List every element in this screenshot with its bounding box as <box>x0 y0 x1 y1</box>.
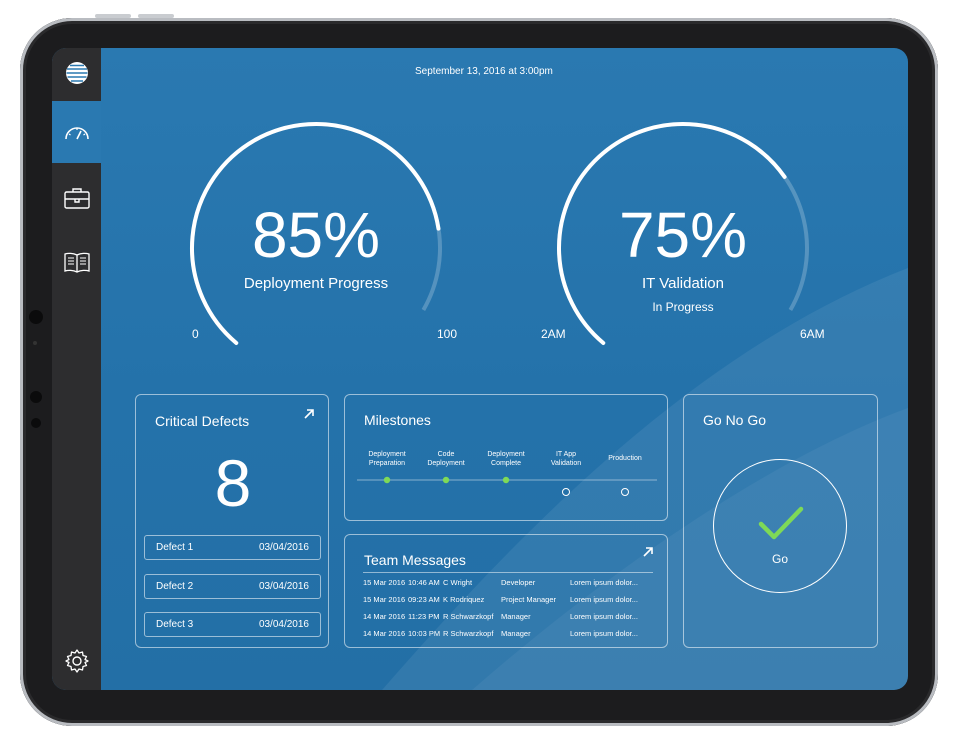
milestone-label: Production <box>608 455 642 462</box>
message-time: 09:23 AM <box>408 595 440 604</box>
message-date: 14 Mar 2016 <box>363 629 406 638</box>
gauge-2-sublabel: In Progress <box>652 300 714 314</box>
message-sender: C Wright <box>443 578 473 587</box>
message-text: Lorem ipsum dolor... <box>570 595 638 604</box>
defect-name: Defect 2 <box>156 581 194 592</box>
gauge-fill-arc <box>557 122 787 345</box>
milestone-track <box>357 476 657 496</box>
gauge-1-max-label: 100 <box>437 327 458 341</box>
milestone-label: Code Deployment <box>427 451 465 467</box>
defect-row[interactable]: Defect 1 03/04/2016 <box>144 535 321 560</box>
message-date: 14 Mar 2016 <box>363 612 406 621</box>
camera-lens <box>29 310 43 324</box>
volume-button-top <box>95 14 131 18</box>
message-role: Project Manager <box>501 595 557 604</box>
go-no-go-title: Go No Go <box>703 412 767 428</box>
message-row[interactable]: 14 Mar 2016 10:03 PM R Schwarzkopf Manag… <box>363 629 653 643</box>
sensor-dot-3 <box>31 418 41 428</box>
expand-arrow-icon[interactable] <box>302 407 316 421</box>
milestone-label: IT App Validation <box>550 451 582 467</box>
message-row[interactable]: 15 Mar 2016 10:46 AM C Wright Developer … <box>363 578 653 592</box>
message-text: Lorem ipsum dolor... <box>570 578 638 587</box>
message-row[interactable]: 14 Mar 2016 11:23 PM R Schwarzkopf Manag… <box>363 612 653 626</box>
volume-button-top-2 <box>138 14 174 18</box>
milestone-dot-done <box>383 476 391 484</box>
message-row[interactable]: 15 Mar 2016 09:23 AM K Rodriquez Project… <box>363 595 653 609</box>
gauge-1-label: Deployment Progress <box>243 275 389 292</box>
critical-defects-title: Critical Defects <box>155 413 250 429</box>
gauge-1-min-label: 0 <box>192 327 199 341</box>
message-time: 10:46 AM <box>408 578 440 587</box>
milestones-card[interactable]: Milestones Deployment Preparation Code Dep… <box>344 394 668 521</box>
gauge-2-max-label: 6AM <box>800 327 825 341</box>
message-role: Manager <box>501 612 531 621</box>
message-role: Developer <box>501 578 536 587</box>
timestamp: September 13, 2016 at 3:00pm <box>415 66 553 77</box>
go-status-circle: Go <box>713 459 847 593</box>
message-sender: R Schwarzkopf <box>443 612 494 621</box>
milestone-dot-pending <box>621 488 629 496</box>
go-no-go-card[interactable]: Go No Go Go <box>683 394 878 648</box>
gauges-canvas <box>190 122 809 345</box>
go-status-label: Go <box>771 552 788 566</box>
sidebar-item-dashboard[interactable] <box>52 101 101 163</box>
gauge-deployment-progress <box>190 122 442 345</box>
defect-date: 03/04/2016 <box>258 542 309 553</box>
sidebar-item-docs[interactable] <box>52 232 101 292</box>
gear-icon <box>64 649 89 673</box>
briefcase-icon <box>63 188 90 209</box>
message-role: Manager <box>501 629 531 638</box>
gauge-it-validation <box>557 122 809 345</box>
sensor-dot <box>33 341 37 345</box>
team-messages-title: Team Messages <box>364 552 466 568</box>
message-date: 15 Mar 2016 <box>363 595 406 604</box>
defect-row[interactable]: Defect 3 03/04/2016 <box>144 612 321 637</box>
message-sender: R Schwarzkopf <box>443 629 494 638</box>
milestone-dot-pending <box>562 488 570 496</box>
sidebar <box>52 48 101 690</box>
message-sender: K Rodriquez <box>443 595 485 604</box>
message-text: Lorem ipsum dolor... <box>570 612 638 621</box>
defect-date: 03/04/2016 <box>258 619 309 630</box>
milestone-label: Deployment Complete <box>487 451 525 467</box>
book-icon <box>63 252 90 273</box>
app-screen: September 13, 2016 at 3:00pm 85% Deploym… <box>52 48 908 690</box>
gauge-1-value: 85% <box>251 199 381 271</box>
gauge-fill-arc <box>190 122 441 345</box>
expand-arrow-icon[interactable] <box>641 545 655 559</box>
critical-defects-card[interactable]: Critical Defects 8 Defect 1 03/04/2016 D… <box>135 394 329 648</box>
defect-name: Defect 3 <box>156 619 194 630</box>
gauge-icon <box>64 127 89 140</box>
sidebar-item-logo[interactable] <box>52 48 101 98</box>
message-time: 11:23 PM <box>408 612 440 621</box>
message-date: 15 Mar 2016 <box>363 578 406 587</box>
defect-name: Defect 1 <box>156 542 194 553</box>
milestone-dot-done <box>442 476 450 484</box>
message-time: 10:03 PM <box>408 629 441 638</box>
message-text: Lorem ipsum dolor... <box>570 629 638 638</box>
defect-date: 03/04/2016 <box>258 581 309 592</box>
gauge-2-label: IT Validation <box>642 275 724 292</box>
sidebar-item-settings[interactable] <box>52 636 101 686</box>
defect-row[interactable]: Defect 2 03/04/2016 <box>144 574 321 599</box>
sensor-dot-2 <box>30 391 42 403</box>
team-messages-divider <box>363 572 653 573</box>
gauge-2-min-label: 2AM <box>541 327 566 341</box>
milestone-dot-done <box>502 476 510 484</box>
milestone-label: Deployment Preparation <box>368 451 406 467</box>
checkmark-icon <box>758 506 804 540</box>
sidebar-item-projects[interactable] <box>52 168 101 228</box>
critical-defects-count: 8 <box>214 446 252 520</box>
globe-logo-icon <box>65 62 88 84</box>
team-messages-card[interactable]: Team Messages 15 Mar 2016 10:46 AM C Wri… <box>344 534 668 648</box>
gauge-2-value: 75% <box>618 199 748 271</box>
milestones-title: Milestones <box>364 412 431 428</box>
